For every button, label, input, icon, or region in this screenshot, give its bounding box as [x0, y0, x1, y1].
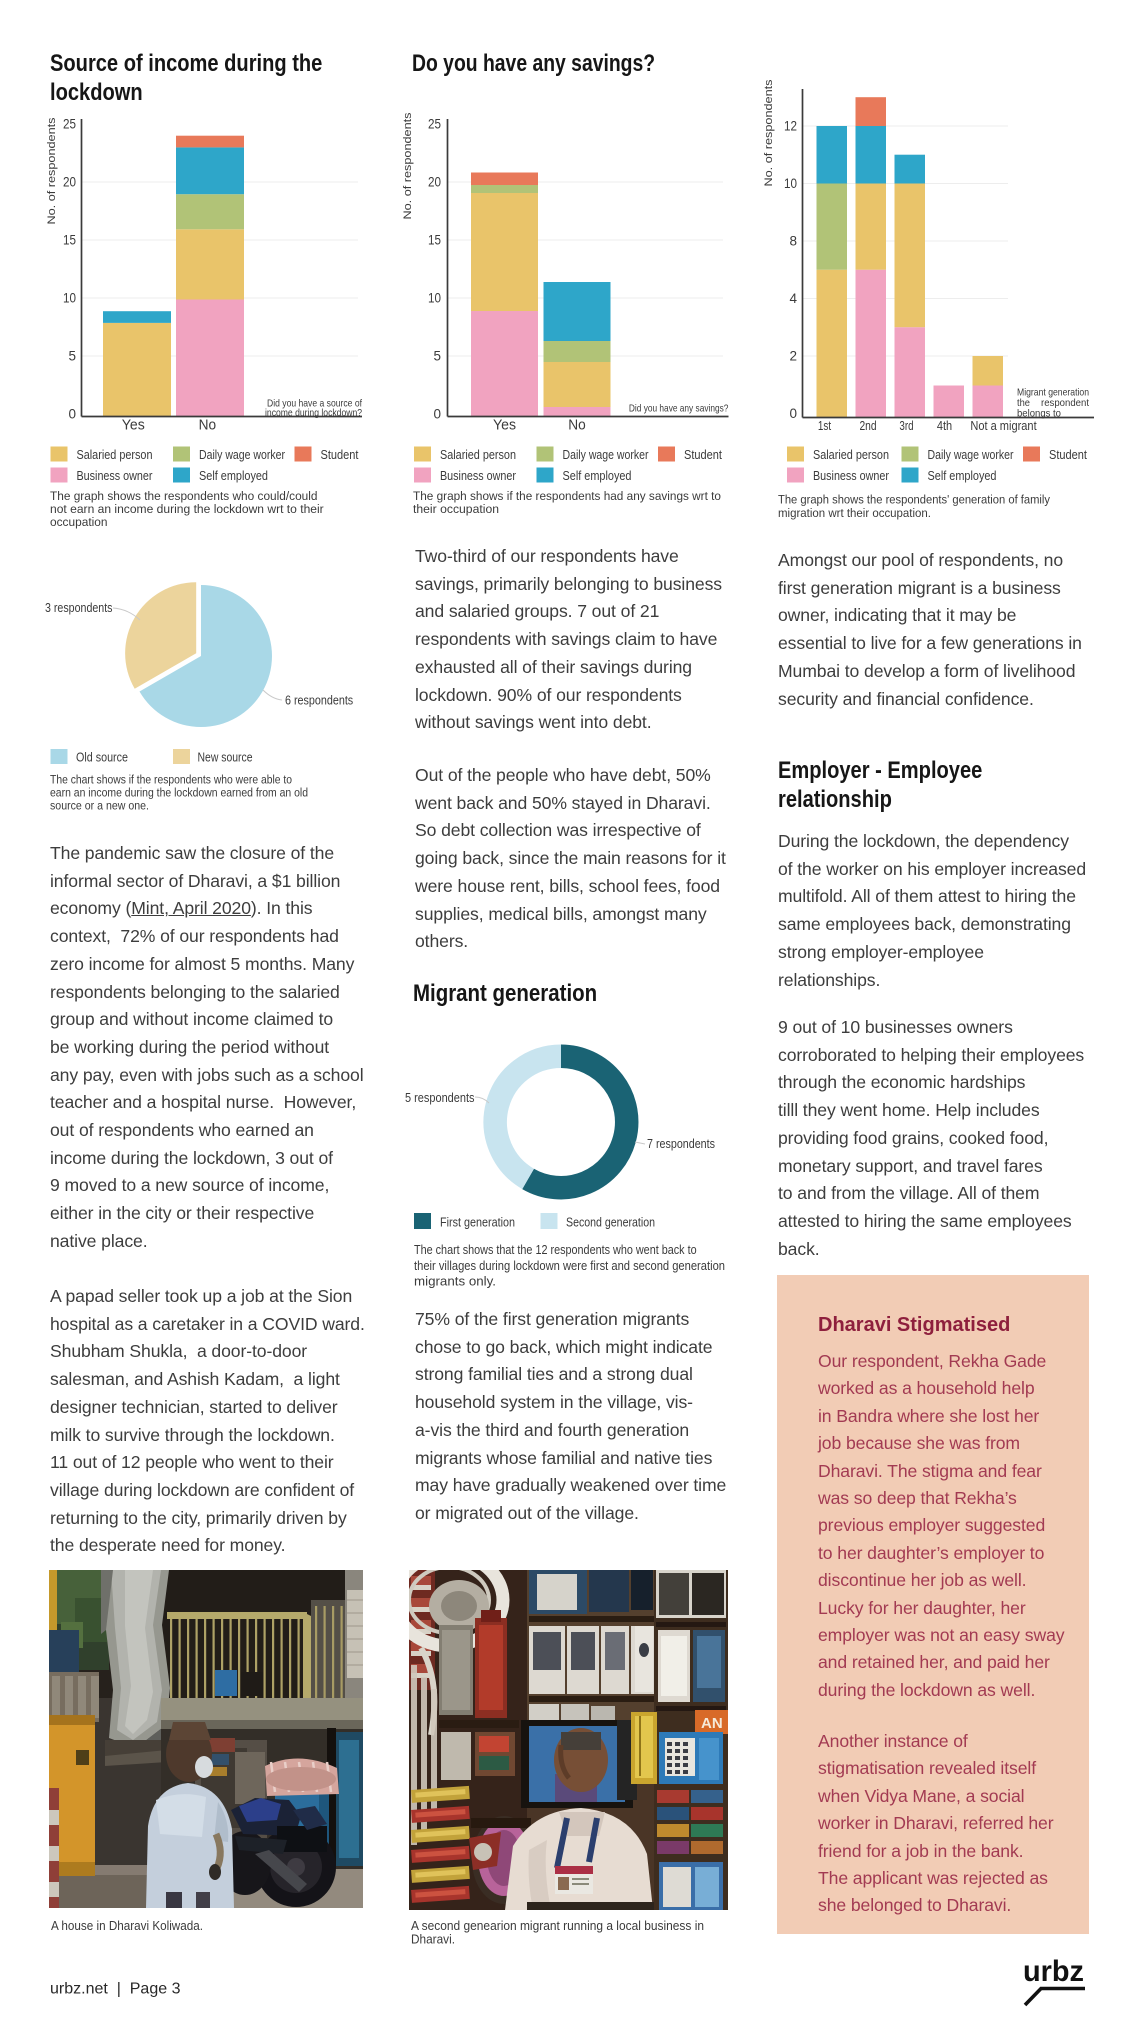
svg-text:Old source: Old source — [76, 750, 128, 765]
svg-text:Daily wage worker: Daily wage worker — [928, 447, 1015, 462]
svg-text:Second generation: Second generation — [566, 1215, 655, 1230]
svg-text:Did you have a source of: Did you have a source of — [267, 398, 362, 410]
svg-text:0: 0 — [68, 407, 76, 422]
svg-text:First generation: First generation — [440, 1215, 515, 1230]
svg-text:10: 10 — [428, 291, 441, 306]
svg-text:occupation: occupation — [50, 515, 108, 529]
svg-text:Daily wage worker: Daily wage worker — [199, 447, 286, 462]
svg-text:Salaried person: Salaried person — [440, 447, 516, 462]
svg-text:Self employed: Self employed — [199, 468, 268, 483]
svg-text:The graph shows if the respond: The graph shows if the respondents had a… — [413, 489, 721, 503]
svg-text:2nd: 2nd — [859, 418, 876, 433]
svg-text:No: No — [199, 418, 217, 434]
svg-text:10: 10 — [784, 176, 797, 191]
svg-text:respondent: respondent — [1041, 397, 1089, 409]
svg-text:1st: 1st — [818, 418, 831, 433]
svg-text:15: 15 — [428, 233, 441, 248]
svg-text:AN: AN — [701, 1715, 723, 1732]
svg-text:20: 20 — [63, 175, 76, 190]
svg-text:migration wrt their occupation: migration wrt their occupation. — [778, 506, 931, 520]
svg-text:20: 20 — [428, 175, 441, 190]
svg-text:belongs to: belongs to — [1017, 408, 1061, 420]
svg-text:No: No — [568, 418, 586, 434]
svg-text:Yes: Yes — [493, 418, 516, 434]
svg-text:A second genearion migrant run: A second genearion migrant running a loc… — [411, 1919, 704, 1933]
svg-text:New source: New source — [198, 750, 253, 765]
svg-text:migrants only.: migrants only. — [414, 1275, 496, 1289]
svg-text:their villages during lockdown: their villages during lockdown were firs… — [414, 1259, 725, 1273]
svg-text:4th: 4th — [937, 418, 952, 433]
svg-text:Not a migrant: Not a migrant — [970, 418, 1037, 433]
svg-text:the: the — [1017, 397, 1030, 409]
svg-text:urbz.net | Page 3: urbz.net | Page 3 — [50, 1981, 181, 1998]
svg-text:5: 5 — [433, 349, 441, 364]
svg-text:urbz: urbz — [1023, 1955, 1084, 1988]
svg-text:2: 2 — [789, 349, 797, 364]
svg-text:not earn an income during the: not earn an income during the lockdown w… — [50, 502, 324, 516]
svg-text:3 respondents: 3 respondents — [45, 601, 113, 615]
svg-text:25: 25 — [63, 117, 76, 132]
svg-text:source or a new one.: source or a new one. — [50, 799, 149, 813]
svg-text:12: 12 — [784, 119, 797, 134]
svg-text:5 respondents: 5 respondents — [405, 1091, 475, 1105]
svg-text:Did you have any savings?: Did you have any savings? — [629, 403, 729, 415]
svg-text:4: 4 — [789, 291, 797, 306]
svg-text:Self employed: Self employed — [928, 468, 997, 483]
svg-text:Student: Student — [1049, 447, 1087, 462]
svg-text:0: 0 — [433, 407, 441, 422]
svg-text:Business owner: Business owner — [440, 468, 517, 483]
svg-text:Student: Student — [684, 447, 722, 462]
svg-text:earn an income during the lock: earn an income during the lockdown earne… — [50, 786, 308, 800]
svg-text:Salaried person: Salaried person — [77, 447, 153, 462]
svg-text:The graph shows the respondent: The graph shows the respondents' generat… — [778, 493, 1051, 507]
svg-text:Yes: Yes — [122, 418, 145, 434]
svg-text:their occupation: their occupation — [413, 502, 499, 516]
svg-text:3rd: 3rd — [899, 418, 913, 433]
svg-text:Migrant generation: Migrant generation — [1017, 387, 1089, 399]
svg-text:Business owner: Business owner — [77, 468, 154, 483]
svg-text:5: 5 — [68, 349, 76, 364]
svg-text:Salaried person: Salaried person — [813, 447, 889, 462]
svg-text:The chart shows if the respond: The chart shows if the respondents who w… — [50, 773, 292, 787]
svg-text:15: 15 — [63, 233, 76, 248]
svg-text:income during lockdown?: income during lockdown? — [265, 407, 362, 419]
svg-text:No. of respondents: No. of respondents — [46, 117, 58, 225]
svg-text:No. of respondents: No. of respondents — [763, 79, 775, 187]
svg-text:A house in Dharavi Koliwada.: A house in Dharavi Koliwada. — [51, 1919, 203, 1933]
svg-text:25: 25 — [428, 117, 441, 132]
svg-text:The graph shows the respondent: The graph shows the respondents who coul… — [50, 489, 318, 503]
svg-text:Self employed: Self employed — [563, 468, 632, 483]
svg-text:Student: Student — [321, 447, 359, 462]
svg-text:The chart shows that the 12 re: The chart shows that the 12 respondents … — [414, 1243, 697, 1257]
svg-text:No. of respondents: No. of respondents — [402, 112, 414, 220]
svg-text:0: 0 — [789, 406, 797, 421]
svg-text:7 respondents: 7 respondents — [647, 1137, 715, 1151]
svg-text:8: 8 — [789, 234, 797, 249]
svg-text:6 respondents: 6 respondents — [285, 694, 353, 708]
svg-text:Business owner: Business owner — [813, 468, 890, 483]
svg-text:Dharavi.: Dharavi. — [411, 1932, 455, 1946]
svg-text:Daily wage worker: Daily wage worker — [563, 447, 650, 462]
svg-text:10: 10 — [63, 291, 76, 306]
